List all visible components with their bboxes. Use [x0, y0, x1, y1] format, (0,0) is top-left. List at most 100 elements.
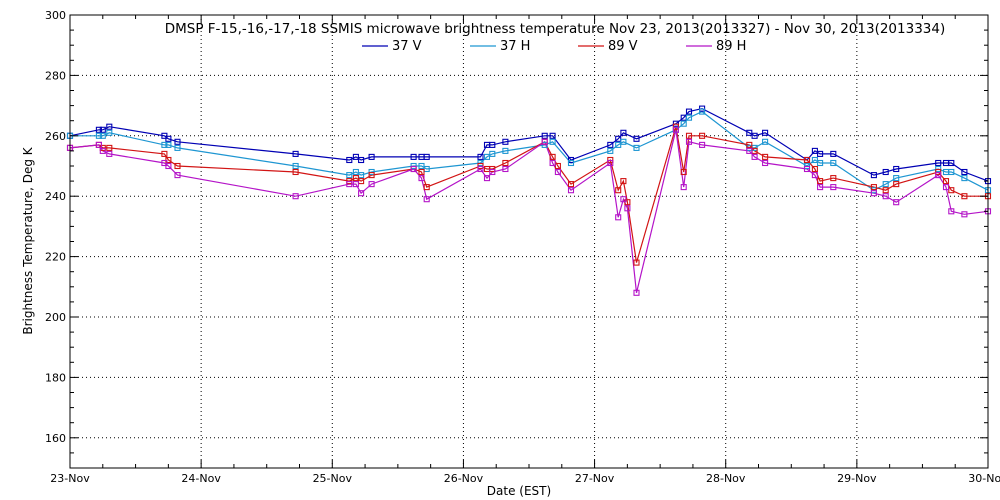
data-point-89-h: [746, 147, 753, 154]
data-point-37-h: [541, 141, 548, 148]
data-point-89-h: [358, 190, 365, 197]
data-point-89-h: [106, 150, 113, 157]
data-point-37-v: [751, 132, 758, 139]
x-axis-title: Date (EST): [487, 484, 551, 498]
data-point-89-v: [292, 168, 299, 176]
data-point-89-v: [672, 123, 679, 130]
data-point-37-h: [567, 159, 575, 167]
data-point-89-v: [418, 168, 425, 176]
data-point-37-v: [368, 153, 375, 160]
data-point-37-h: [948, 168, 955, 176]
data-point-89-h: [418, 175, 425, 182]
data-point-37-h: [699, 108, 706, 115]
legend-label-37-v: 37 V: [392, 39, 422, 54]
data-point-89-h: [368, 181, 375, 188]
data-point-89-h: [352, 181, 359, 188]
data-point-89-h: [410, 165, 417, 173]
data-point-89-v: [746, 141, 753, 148]
data-point-89-v: [620, 178, 627, 185]
x-tick-label: 28-Nov: [706, 472, 746, 485]
data-point-37-v: [106, 123, 113, 130]
data-point-89-h: [935, 172, 942, 179]
data-point-89-v: [680, 168, 687, 176]
data-point-89-v: [817, 178, 824, 185]
x-tick-label: 26-Nov: [444, 472, 484, 485]
data-point-37-v: [620, 129, 627, 136]
data-point-37-v: [502, 138, 509, 145]
data-point-89-h: [633, 289, 640, 296]
y-tick-label: 160: [45, 432, 66, 445]
data-point-89-h: [607, 159, 614, 167]
y-tick-label: 260: [45, 130, 66, 143]
legend-label-89-v: 89 V: [608, 39, 638, 54]
data-point-37-h: [95, 132, 102, 139]
data-point-37-v: [685, 108, 693, 115]
data-point-37-h: [165, 141, 172, 148]
data-point-89-h: [615, 214, 622, 221]
legend-label-89-h: 89 H: [716, 39, 746, 54]
data-point-37-v: [817, 150, 824, 157]
data-point-89-v: [803, 156, 811, 164]
data-point-37-h: [680, 120, 687, 127]
data-point-89-h: [99, 147, 106, 154]
data-point-89-v: [567, 181, 575, 188]
data-point-89-h: [817, 184, 824, 191]
data-point-37-h: [961, 175, 968, 182]
data-point-89-h: [346, 181, 353, 188]
data-point-37-h: [685, 114, 693, 121]
data-point-89-h: [620, 196, 627, 203]
data-point-89-v: [942, 178, 950, 185]
data-point-37-v: [961, 168, 968, 176]
data-point-37-v: [423, 153, 430, 160]
data-point-37-h: [99, 132, 106, 139]
data-point-37-h: [882, 181, 889, 188]
x-tick-label: 27-Nov: [575, 472, 615, 485]
data-point-37-v: [607, 141, 614, 148]
series-line-37-h: [70, 110, 989, 191]
data-point-89-h: [762, 159, 769, 167]
data-point-89-v: [633, 259, 640, 266]
data-point-37-v: [762, 129, 769, 136]
x-tick-label: 24-Nov: [181, 472, 221, 485]
data-point-37-h: [292, 162, 299, 170]
data-point-37-v: [292, 150, 299, 157]
y-tick-label: 200: [45, 311, 66, 324]
data-point-89-v: [961, 193, 968, 200]
y-tick-label: 280: [45, 69, 66, 82]
data-point-89-v: [935, 168, 942, 176]
x-tick-label: 25-Nov: [313, 472, 353, 485]
data-point-89-h: [948, 208, 955, 215]
data-point-37-v: [358, 156, 365, 164]
data-point-89-h: [961, 211, 968, 218]
data-point-89-h: [751, 153, 758, 160]
data-point-89-h: [680, 184, 687, 191]
data-point-89-v: [368, 172, 375, 179]
data-point-37-v: [893, 165, 900, 173]
data-point-89-h: [882, 193, 889, 200]
data-point-37-h: [502, 147, 509, 154]
data-point-37-v: [549, 132, 556, 139]
data-point-37-h: [830, 159, 837, 167]
chart-title: DMSP F-15,-16,-17,-18 SSMIS microwave br…: [165, 21, 945, 37]
data-point-37-v: [633, 135, 640, 142]
series-lines-layer: [69, 107, 989, 293]
data-point-37-h: [489, 150, 496, 157]
data-point-37-h: [615, 141, 622, 148]
data-point-37-v: [948, 159, 955, 167]
data-point-89-h: [893, 199, 900, 206]
data-point-37-h: [106, 129, 113, 136]
data-point-89-v: [423, 184, 430, 191]
data-point-37-v: [870, 172, 877, 179]
legend-label-37-h: 37 H: [500, 39, 530, 54]
data-point-37-v: [95, 126, 102, 133]
data-point-89-h: [699, 141, 706, 148]
data-point-37-v: [935, 159, 942, 167]
series-line-37-v: [69, 107, 989, 182]
data-point-89-h: [165, 162, 172, 170]
data-point-89-h: [567, 187, 575, 194]
data-point-89-h: [477, 165, 484, 173]
data-point-37-h: [346, 172, 353, 179]
data-point-89-h: [685, 138, 693, 145]
data-point-89-v: [811, 165, 818, 173]
data-point-37-h: [762, 138, 769, 145]
